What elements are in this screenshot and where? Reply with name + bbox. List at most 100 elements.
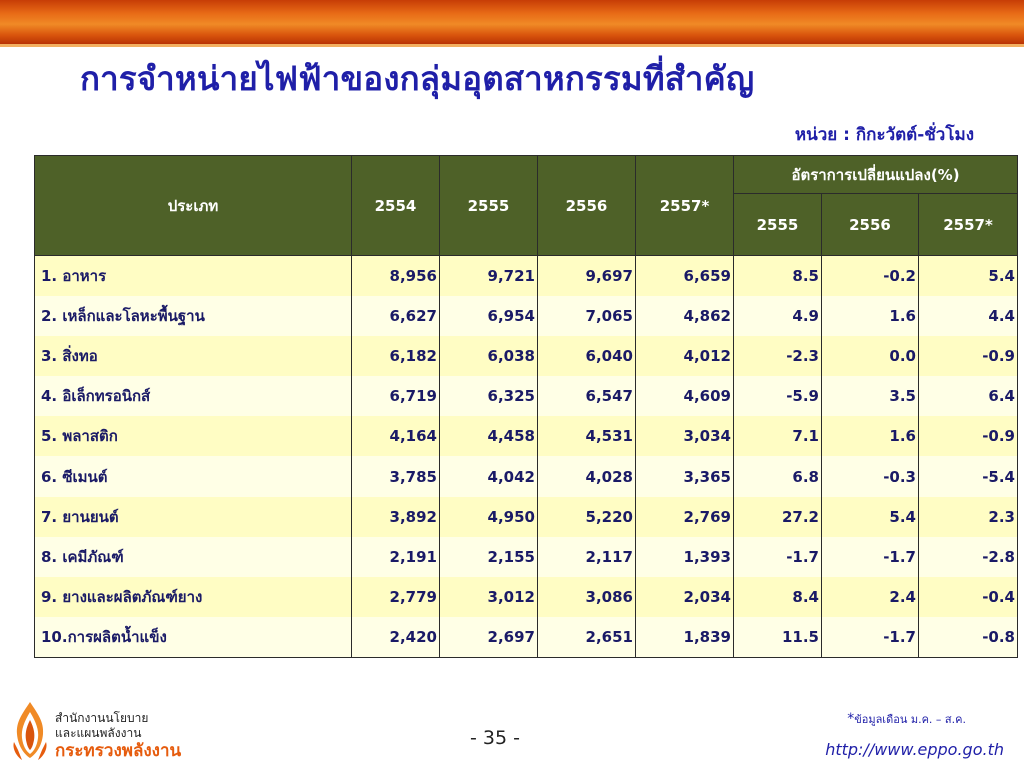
cell-change: -0.2 xyxy=(821,255,919,296)
cell-change: -0.4 xyxy=(918,577,1018,618)
cell-change: 2.3 xyxy=(918,496,1018,537)
cell-value: 3,012 xyxy=(439,577,538,618)
row-category: 1. อาหาร xyxy=(34,255,352,296)
cell-value: 7,065 xyxy=(537,295,636,336)
table-row: 8. เคมีภัณฑ์ 2,191 2,155 2,117 1,393 -1.… xyxy=(34,536,1018,577)
cell-change: -0.8 xyxy=(918,617,1018,658)
table-row: 7. ยานยนต์ 3,892 4,950 5,220 2,769 27.2 … xyxy=(34,496,1018,537)
cell-value: 1,839 xyxy=(635,617,734,658)
cell-value: 6,182 xyxy=(351,335,440,377)
flame-logo-icon xyxy=(13,702,47,760)
cell-change: 7.1 xyxy=(733,416,822,457)
cell-value: 9,697 xyxy=(537,255,636,296)
footnote-text: ข้อมูลเดือน ม.ค. – ส.ค. xyxy=(854,713,966,726)
footnote: *ข้อมูลเดือน ม.ค. – ส.ค. xyxy=(847,710,966,728)
row-category: 2. เหล็กและโลหะพื้นฐาน xyxy=(34,295,352,336)
cell-value: 3,086 xyxy=(537,577,636,618)
table-row: 3. สิ่งทอ 6,182 6,038 6,040 4,012 -2.3 0… xyxy=(34,335,1018,377)
cell-value: 1,393 xyxy=(635,536,734,577)
table-row: 10.การผลิตน้ำแข็ง 2,420 2,697 2,651 1,83… xyxy=(34,617,1018,658)
table-row: 2. เหล็กและโลหะพื้นฐาน 6,627 6,954 7,065… xyxy=(34,295,1018,336)
cell-value: 3,892 xyxy=(351,496,440,537)
header-change-year: 2556 xyxy=(821,193,919,256)
cell-change: -1.7 xyxy=(821,617,919,658)
cell-value: 3,365 xyxy=(635,456,734,497)
header-change-group: อัตราการเปลี่ยนแปลง(%) xyxy=(733,155,1018,194)
header-change-year: 2557* xyxy=(918,193,1018,256)
header-year: 2556 xyxy=(537,155,636,256)
cell-change: -2.3 xyxy=(733,335,822,377)
cell-value: 2,779 xyxy=(351,577,440,618)
table-row: 1. อาหาร 8,956 9,721 9,697 6,659 8.5 -0.… xyxy=(34,255,1018,296)
cell-value: 2,769 xyxy=(635,496,734,537)
cell-change: 6.8 xyxy=(733,456,822,497)
cell-change: -0.9 xyxy=(918,416,1018,457)
cell-change: 5.4 xyxy=(918,255,1018,296)
cell-value: 6,547 xyxy=(537,376,636,417)
cell-change: 27.2 xyxy=(733,496,822,537)
top-banner xyxy=(0,0,1024,44)
cell-change: -0.3 xyxy=(821,456,919,497)
cell-change: 1.6 xyxy=(821,416,919,457)
website-link[interactable]: http://www.eppo.go.th xyxy=(825,740,1004,759)
page-number: - 35 - xyxy=(470,727,520,749)
cell-value: 6,627 xyxy=(351,295,440,336)
unit-label: หน่วย : กิกะวัตต์-ชั่วโมง xyxy=(794,125,974,145)
cell-value: 4,164 xyxy=(351,416,440,457)
org-name-line2: และแผนพลังงาน xyxy=(55,726,142,740)
cell-value: 6,040 xyxy=(537,335,636,377)
cell-change: 6.4 xyxy=(918,376,1018,417)
table-row: 6. ซีเมนต์ 3,785 4,042 4,028 3,365 6.8 -… xyxy=(34,456,1018,497)
cell-value: 2,697 xyxy=(439,617,538,658)
cell-value: 4,950 xyxy=(439,496,538,537)
row-category: 8. เคมีภัณฑ์ xyxy=(34,536,352,577)
cell-change: 5.4 xyxy=(821,496,919,537)
cell-change: -0.9 xyxy=(918,335,1018,377)
cell-change: 1.6 xyxy=(821,295,919,336)
cell-change: 11.5 xyxy=(733,617,822,658)
cell-change: -1.7 xyxy=(733,536,822,577)
row-category: 10.การผลิตน้ำแข็ง xyxy=(34,617,352,658)
cell-value: 4,609 xyxy=(635,376,734,417)
cell-change: 4.9 xyxy=(733,295,822,336)
header-year: 2555 xyxy=(439,155,538,256)
org-name-line1: สำนักงานนโยบาย xyxy=(55,711,149,725)
cell-change: -2.8 xyxy=(918,536,1018,577)
table-row: 9. ยางและผลิตภัณฑ์ยาง 2,779 3,012 3,086 … xyxy=(34,577,1018,618)
cell-value: 4,531 xyxy=(537,416,636,457)
cell-value: 9,721 xyxy=(439,255,538,296)
cell-value: 4,862 xyxy=(635,295,734,336)
header-type: ประเภท xyxy=(34,155,352,256)
electricity-sales-table: ประเภท 2554 2555 2556 2557* อัตราการเปลี… xyxy=(34,155,1018,658)
cell-value: 6,954 xyxy=(439,295,538,336)
cell-change: -1.7 xyxy=(821,536,919,577)
cell-value: 2,155 xyxy=(439,536,538,577)
header-year: 2557* xyxy=(635,155,734,256)
row-category: 3. สิ่งทอ xyxy=(34,335,352,377)
header-year: 2554 xyxy=(351,155,440,256)
cell-value: 6,719 xyxy=(351,376,440,417)
cell-value: 2,191 xyxy=(351,536,440,577)
row-category: 6. ซีเมนต์ xyxy=(34,456,352,497)
cell-value: 3,034 xyxy=(635,416,734,457)
cell-change: 2.4 xyxy=(821,577,919,618)
cell-change: 8.5 xyxy=(733,255,822,296)
cell-value: 4,012 xyxy=(635,335,734,377)
cell-value: 5,220 xyxy=(537,496,636,537)
row-category: 7. ยานยนต์ xyxy=(34,496,352,537)
cell-value: 6,325 xyxy=(439,376,538,417)
cell-change: 8.4 xyxy=(733,577,822,618)
cell-value: 4,028 xyxy=(537,456,636,497)
header-change-year: 2555 xyxy=(733,193,822,256)
cell-value: 2,034 xyxy=(635,577,734,618)
cell-value: 2,651 xyxy=(537,617,636,658)
cell-value: 6,659 xyxy=(635,255,734,296)
page-title: การจำหน่ายไฟฟ้าของกลุ่มอุตสาหกรรมที่สำคั… xyxy=(80,59,755,98)
cell-change: -5.9 xyxy=(733,376,822,417)
cell-value: 2,117 xyxy=(537,536,636,577)
cell-value: 6,038 xyxy=(439,335,538,377)
table-row: 5. พลาสติก 4,164 4,458 4,531 3,034 7.1 1… xyxy=(34,416,1018,457)
cell-value: 8,956 xyxy=(351,255,440,296)
ministry-name: กระทรวงพลังงาน xyxy=(55,741,182,761)
cell-change: 4.4 xyxy=(918,295,1018,336)
